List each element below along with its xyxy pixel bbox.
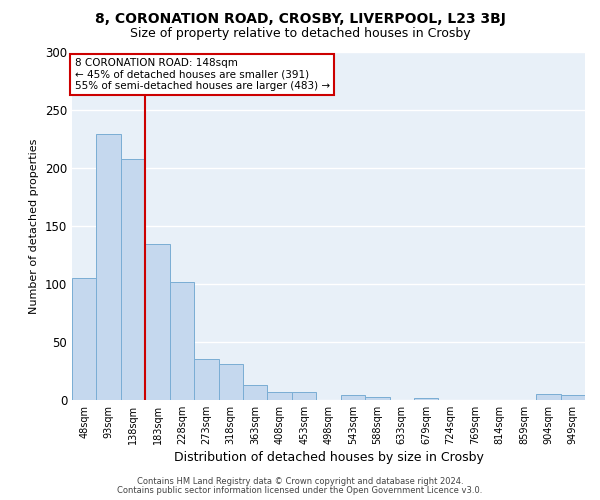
- Bar: [97, 134, 121, 400]
- Text: Contains HM Land Registry data © Crown copyright and database right 2024.: Contains HM Land Registry data © Crown c…: [137, 477, 463, 486]
- Bar: [194, 360, 218, 400]
- Text: Contains public sector information licensed under the Open Government Licence v3: Contains public sector information licen…: [118, 486, 482, 495]
- Bar: [414, 398, 439, 400]
- Y-axis label: Number of detached properties: Number of detached properties: [29, 138, 40, 314]
- Bar: [218, 364, 243, 400]
- Bar: [72, 278, 97, 400]
- Text: Size of property relative to detached houses in Crosby: Size of property relative to detached ho…: [130, 28, 470, 40]
- Text: 8, CORONATION ROAD, CROSBY, LIVERPOOL, L23 3BJ: 8, CORONATION ROAD, CROSBY, LIVERPOOL, L…: [95, 12, 505, 26]
- Bar: [365, 396, 389, 400]
- Bar: [268, 392, 292, 400]
- Bar: [121, 159, 145, 400]
- Bar: [560, 396, 585, 400]
- Bar: [341, 396, 365, 400]
- Bar: [292, 392, 316, 400]
- Bar: [170, 282, 194, 400]
- X-axis label: Distribution of detached houses by size in Crosby: Distribution of detached houses by size …: [173, 451, 484, 464]
- Bar: [536, 394, 560, 400]
- Bar: [145, 244, 170, 400]
- Bar: [243, 385, 268, 400]
- Text: 8 CORONATION ROAD: 148sqm
← 45% of detached houses are smaller (391)
55% of semi: 8 CORONATION ROAD: 148sqm ← 45% of detac…: [74, 58, 329, 91]
